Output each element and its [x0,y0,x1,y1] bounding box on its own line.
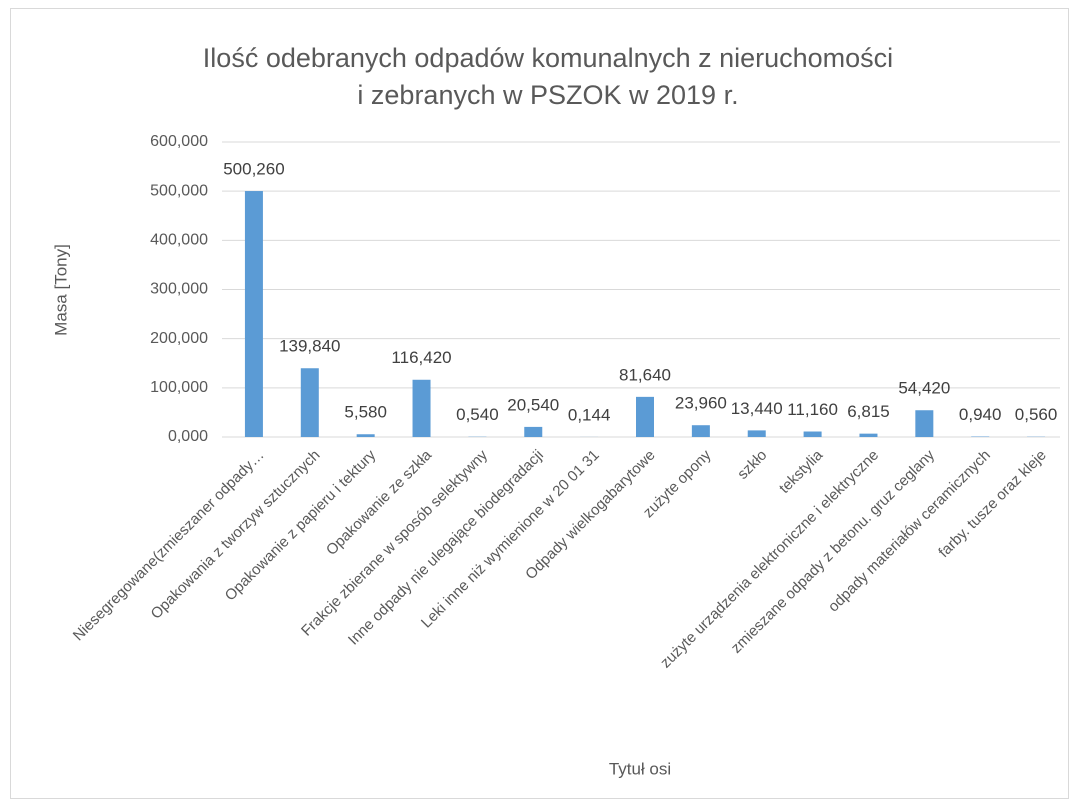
data-label: 23,960 [675,394,727,413]
data-label: 139,840 [279,337,340,356]
chart-title: i zebranych w PSZOK w 2019 r. [357,80,738,110]
bar [636,396,654,437]
bar [524,426,543,437]
bar [915,410,934,437]
data-label: 54,420 [898,379,950,398]
data-label: 13,440 [731,399,783,418]
bar [412,379,431,437]
x-axis-title: Tytuł osi [609,759,671,778]
data-label: 5,580 [344,403,387,422]
bar [244,191,263,437]
data-label: 0,540 [456,405,499,424]
data-label: 500,260 [223,160,284,179]
y-tick-label: 600,000 [150,133,208,150]
bar [747,430,766,437]
data-label: 20,540 [507,395,559,414]
bar [859,433,878,437]
bar [356,434,375,437]
chart-border [10,8,1069,799]
bar [691,425,710,437]
y-tick-label: 0,000 [168,428,208,445]
data-label: 81,640 [619,365,671,384]
y-tick-label: 200,000 [150,330,208,347]
y-tick-label: 100,000 [150,379,208,396]
data-label: 0,560 [1015,405,1058,424]
data-label: 116,420 [391,348,451,367]
y-tick-label: 500,000 [150,182,208,199]
chart-title: Ilość odebranych odpadów komunalnych z n… [203,43,893,73]
y-axis-title: Masa [Tony] [51,244,70,336]
data-label: 0,144 [568,405,611,424]
bar [803,431,822,437]
data-label: 11,160 [787,400,838,419]
y-tick-label: 300,000 [150,281,208,298]
y-tick-label: 400,000 [150,232,208,249]
bar [300,368,319,437]
data-label: 6,815 [847,402,890,421]
data-label: 0,940 [959,405,1002,424]
